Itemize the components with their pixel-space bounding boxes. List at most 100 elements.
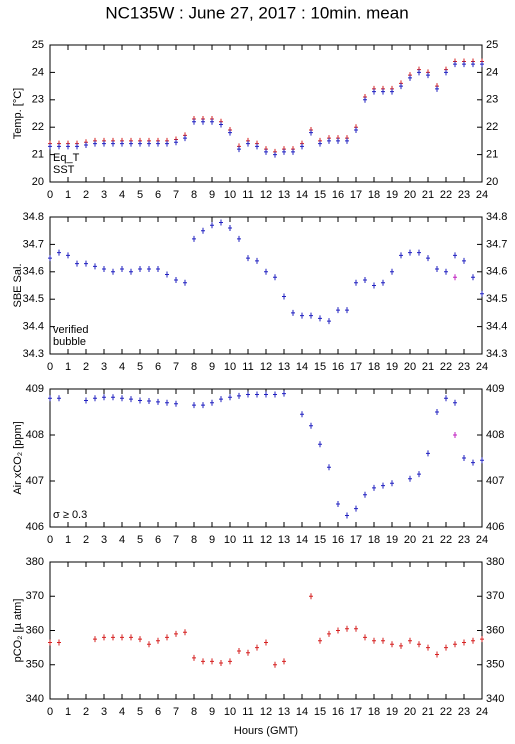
data-point [309, 422, 313, 429]
legend-label: Eq_T [53, 152, 80, 164]
y2-tick-label: 34.7 [486, 238, 507, 250]
data-point [237, 648, 241, 655]
data-point [309, 593, 313, 600]
data-point [480, 290, 484, 297]
x-tick-label: 6 [155, 534, 161, 546]
data-point [57, 249, 61, 256]
data-point [426, 72, 430, 79]
data-point [93, 263, 97, 270]
data-point [120, 395, 124, 402]
y-tick-label: 34.5 [23, 293, 44, 305]
x-tick-label: 4 [119, 361, 125, 373]
data-point [219, 219, 223, 226]
data-point [435, 266, 439, 273]
data-point [363, 96, 367, 103]
legend-label: verified [53, 324, 88, 336]
y2-tick-label: 24 [486, 66, 498, 78]
legend-label: σ ≥ 0.3 [53, 509, 87, 521]
data-point [57, 395, 61, 402]
y-tick-label: 408 [26, 429, 44, 441]
data-point [399, 83, 403, 90]
x-tick-label: 3 [101, 189, 107, 201]
data-point [327, 630, 331, 637]
x-tick-label: 19 [386, 706, 398, 718]
data-point [408, 475, 412, 482]
x-tick-label: 12 [260, 706, 272, 718]
data-point [309, 129, 313, 136]
y-tick-label: 24 [32, 66, 44, 78]
data-point [282, 293, 286, 300]
x-tick-label: 17 [350, 361, 362, 373]
x-tick-label: 13 [278, 534, 290, 546]
x-tick-label: 6 [155, 189, 161, 201]
data-point [354, 505, 358, 512]
data-point [183, 629, 187, 636]
y2-tick-label: 22 [486, 121, 498, 133]
data-point [354, 279, 358, 286]
y2-tick-label: 380 [486, 556, 504, 568]
x-tick-label: 16 [332, 361, 344, 373]
x-tick-label: 13 [278, 189, 290, 201]
x-tick-label: 7 [173, 361, 179, 373]
x-tick-label: 3 [101, 361, 107, 373]
x-tick-label: 6 [155, 706, 161, 718]
data-point [282, 658, 286, 665]
data-point [435, 85, 439, 92]
y-tick-label: 407 [26, 475, 44, 487]
data-point [453, 399, 457, 406]
data-point [300, 411, 304, 418]
data-point [138, 266, 142, 273]
data-point [93, 395, 97, 402]
data-point [48, 143, 52, 150]
data-point [381, 637, 385, 644]
data-point [183, 135, 187, 142]
x-tick-label: 20 [404, 706, 416, 718]
data-point [48, 255, 52, 262]
x-tick-label: 14 [296, 534, 308, 546]
data-point [165, 634, 169, 641]
x-tick-label: 2 [83, 706, 89, 718]
data-point [345, 307, 349, 314]
data-point [264, 148, 268, 155]
data-point [390, 641, 394, 648]
y-tick-label: 380 [26, 556, 44, 568]
data-point [336, 627, 340, 634]
data-point [129, 140, 133, 147]
data-point [453, 61, 457, 68]
data-point [381, 88, 385, 95]
x-tick-label: 9 [209, 189, 215, 201]
x-tick-label: 8 [191, 361, 197, 373]
data-point [345, 625, 349, 632]
data-point [102, 266, 106, 273]
data-point [480, 61, 484, 68]
x-tick-label: 4 [119, 706, 125, 718]
y2-tick-label: 406 [486, 521, 504, 533]
x-tick-label: 10 [224, 706, 236, 718]
data-point [390, 88, 394, 95]
x-tick-label: 17 [350, 706, 362, 718]
x-tick-label: 0 [47, 189, 53, 201]
data-point [291, 309, 295, 316]
data-point [210, 222, 214, 229]
data-point [471, 459, 475, 466]
data-point [57, 143, 61, 150]
x-tick-label: 8 [191, 706, 197, 718]
data-point [255, 257, 259, 264]
data-point [246, 140, 250, 147]
y-tick-label: 360 [26, 624, 44, 636]
data-point [228, 394, 232, 401]
x-tick-label: 18 [368, 534, 380, 546]
data-point [471, 274, 475, 281]
x-tick-label: 24 [476, 189, 488, 201]
data-point [201, 402, 205, 409]
x-tick-label: 0 [47, 706, 53, 718]
x-tick-label: 1 [65, 189, 71, 201]
legend-label: bubble [53, 336, 86, 348]
data-point [147, 641, 151, 648]
y-tick-label: 340 [26, 693, 44, 705]
data-point [57, 639, 61, 646]
x-tick-label: 9 [209, 706, 215, 718]
data-point [111, 394, 115, 401]
x-tick-label: 12 [260, 534, 272, 546]
data-point [192, 654, 196, 661]
